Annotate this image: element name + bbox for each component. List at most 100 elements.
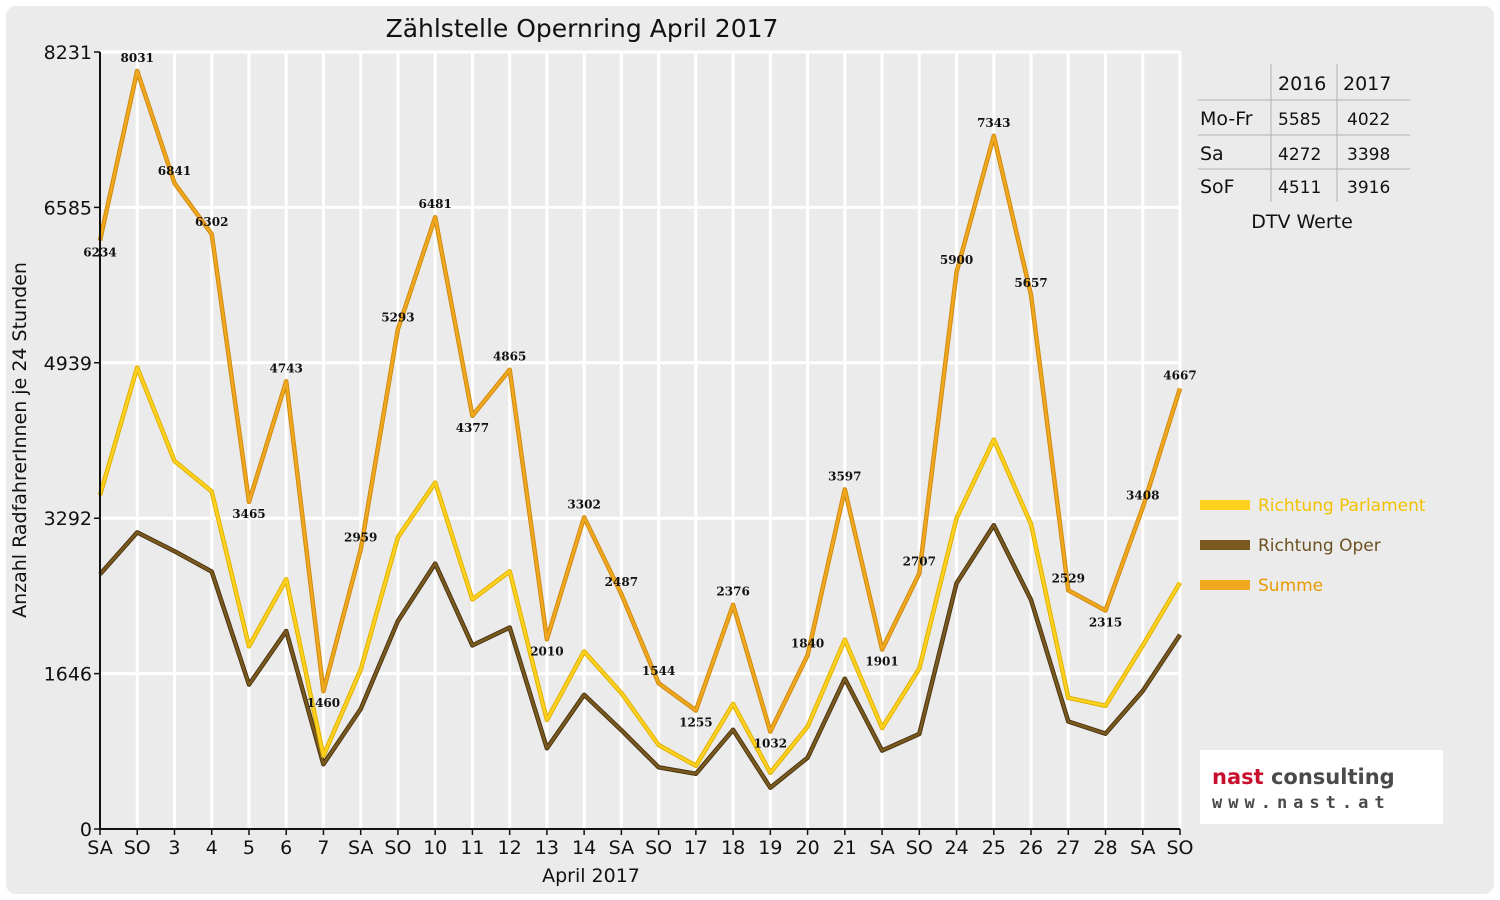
- series-lines: [97, 68, 1183, 790]
- data-label: 6841: [158, 164, 191, 178]
- x-axis-ticks: SA SO 3 4 5 6 7 SA SO 10 11 12 13 14 SA SO 17 18 19 20 21 SA S…: [87, 829, 1194, 859]
- table-cell: 3398: [1347, 145, 1390, 165]
- data-label: 3408: [1126, 488, 1159, 502]
- data-label: 4865: [493, 350, 526, 364]
- x-tick-label: 18: [721, 837, 745, 859]
- nast-consulting-logo: nast consulting www.nast.at: [1200, 750, 1443, 824]
- data-label: 2487: [605, 575, 638, 589]
- legend-label-oper: Richtung Oper: [1258, 536, 1381, 556]
- data-label: 1901: [865, 655, 898, 669]
- x-tick-label: 20: [795, 837, 819, 859]
- legend-label-summe: Summe: [1258, 576, 1323, 596]
- data-label: 5293: [381, 310, 414, 324]
- x-tick-label: 3: [168, 837, 180, 859]
- data-label: 1460: [307, 696, 340, 710]
- series-line-2: [98, 69, 1182, 733]
- series-line-0: [98, 366, 1182, 775]
- x-tick-label: SA: [1130, 837, 1155, 859]
- legend-swatch-summe: [1200, 580, 1250, 590]
- data-label: 3465: [232, 507, 265, 521]
- table-cell: 4022: [1347, 110, 1390, 130]
- data-label: 3302: [567, 497, 600, 511]
- x-tick-label: 4: [206, 837, 218, 859]
- table-row-label: Mo-Fr: [1200, 108, 1253, 130]
- x-tick-label: SA: [87, 837, 112, 859]
- table-cell: 4511: [1278, 178, 1321, 198]
- data-label: 7343: [977, 116, 1010, 130]
- data-label: 5657: [1014, 276, 1047, 290]
- data-label: 2315: [1089, 615, 1122, 629]
- legend-swatch-parlament: [1200, 500, 1250, 510]
- x-tick-label: SO: [906, 837, 933, 859]
- data-label: 3597: [828, 469, 861, 483]
- data-label: 2959: [344, 531, 377, 545]
- x-tick-label: 21: [833, 837, 857, 859]
- table-header-2016: 2016: [1278, 73, 1326, 95]
- x-tick-label: 14: [572, 837, 596, 859]
- x-tick-label: 5: [243, 837, 255, 859]
- table-cell: 4272: [1278, 145, 1321, 165]
- x-tick-label: 13: [535, 837, 559, 859]
- x-tick-label: 19: [758, 837, 782, 859]
- y-tick-label: 1646: [44, 664, 92, 686]
- data-label: 1544: [642, 664, 675, 678]
- x-tick-label: 6: [280, 837, 292, 859]
- logo-name-part1: nast: [1212, 765, 1264, 789]
- x-tick-label: 12: [498, 837, 522, 859]
- dtv-table: 2016 2017 Mo-Fr 5585 4022 Sa 4272 3398 S…: [1198, 64, 1410, 233]
- data-label: 4743: [270, 361, 303, 375]
- y-axis-label: Anzahl RadfahrerInnen je 24 Stunden: [9, 262, 31, 618]
- x-tick-label: 10: [423, 837, 447, 859]
- data-label: 2376: [716, 585, 749, 599]
- x-tick-label: 25: [982, 837, 1006, 859]
- logo-url: www.nast.at: [1212, 793, 1391, 813]
- data-label: 6302: [195, 215, 228, 229]
- y-tick-label: 6585: [44, 197, 92, 219]
- svg-text:nast consulting: nast consulting: [1212, 765, 1395, 789]
- y-tick-label: 8231: [44, 42, 92, 64]
- data-label: 1032: [754, 737, 787, 751]
- data-label: 4667: [1163, 368, 1196, 382]
- table-cell: 3916: [1347, 178, 1390, 198]
- x-tick-label: SO: [124, 837, 151, 859]
- data-labels: 6234803168416302346547431460295952936481…: [83, 51, 1196, 751]
- y-axis-ticks: 0 1646 3292 4939 6585 8231: [44, 42, 100, 841]
- table-header-2017: 2017: [1343, 73, 1391, 95]
- x-tick-label: SA: [869, 837, 894, 859]
- x-tick-label: SO: [384, 837, 411, 859]
- x-axis-label: April 2017: [542, 865, 640, 887]
- legend-label-parlament: Richtung Parlament: [1258, 496, 1426, 516]
- data-label: 4377: [456, 421, 489, 435]
- chart-title: Zählstelle Opernring April 2017: [386, 14, 779, 43]
- y-tick-label: 3292: [44, 508, 92, 530]
- series-line-1: [99, 523, 1182, 789]
- table-row-label: Sa: [1200, 143, 1224, 165]
- data-label: 8031: [121, 51, 154, 65]
- x-tick-label: 27: [1056, 837, 1080, 859]
- plot-area: [100, 52, 1180, 829]
- legend-swatch-oper: [1200, 540, 1250, 550]
- x-tick-label: 28: [1093, 837, 1117, 859]
- data-label: 1840: [791, 636, 824, 650]
- x-tick-label: SO: [645, 837, 672, 859]
- data-label: 6481: [418, 197, 451, 211]
- gridlines: [100, 50, 1182, 829]
- x-tick-label: 7: [317, 837, 329, 859]
- logo-name-part2: consulting: [1264, 765, 1395, 789]
- x-tick-label: 26: [1019, 837, 1043, 859]
- data-label: 2707: [903, 554, 936, 568]
- x-tick-label: SA: [609, 837, 634, 859]
- data-label: 2529: [1052, 571, 1085, 585]
- y-tick-label: 0: [80, 819, 92, 841]
- table-cell: 5585: [1278, 110, 1321, 130]
- y-tick-label: 4939: [44, 353, 92, 375]
- legend: Richtung Parlament Richtung Oper Summe: [1200, 496, 1426, 596]
- data-label: 2010: [530, 644, 563, 658]
- table-caption: DTV Werte: [1251, 211, 1353, 233]
- x-tick-label: SO: [1166, 837, 1193, 859]
- x-tick-label: 17: [684, 837, 708, 859]
- data-label: 5900: [940, 253, 973, 267]
- data-label: 1255: [679, 716, 712, 730]
- x-tick-label: 24: [944, 837, 968, 859]
